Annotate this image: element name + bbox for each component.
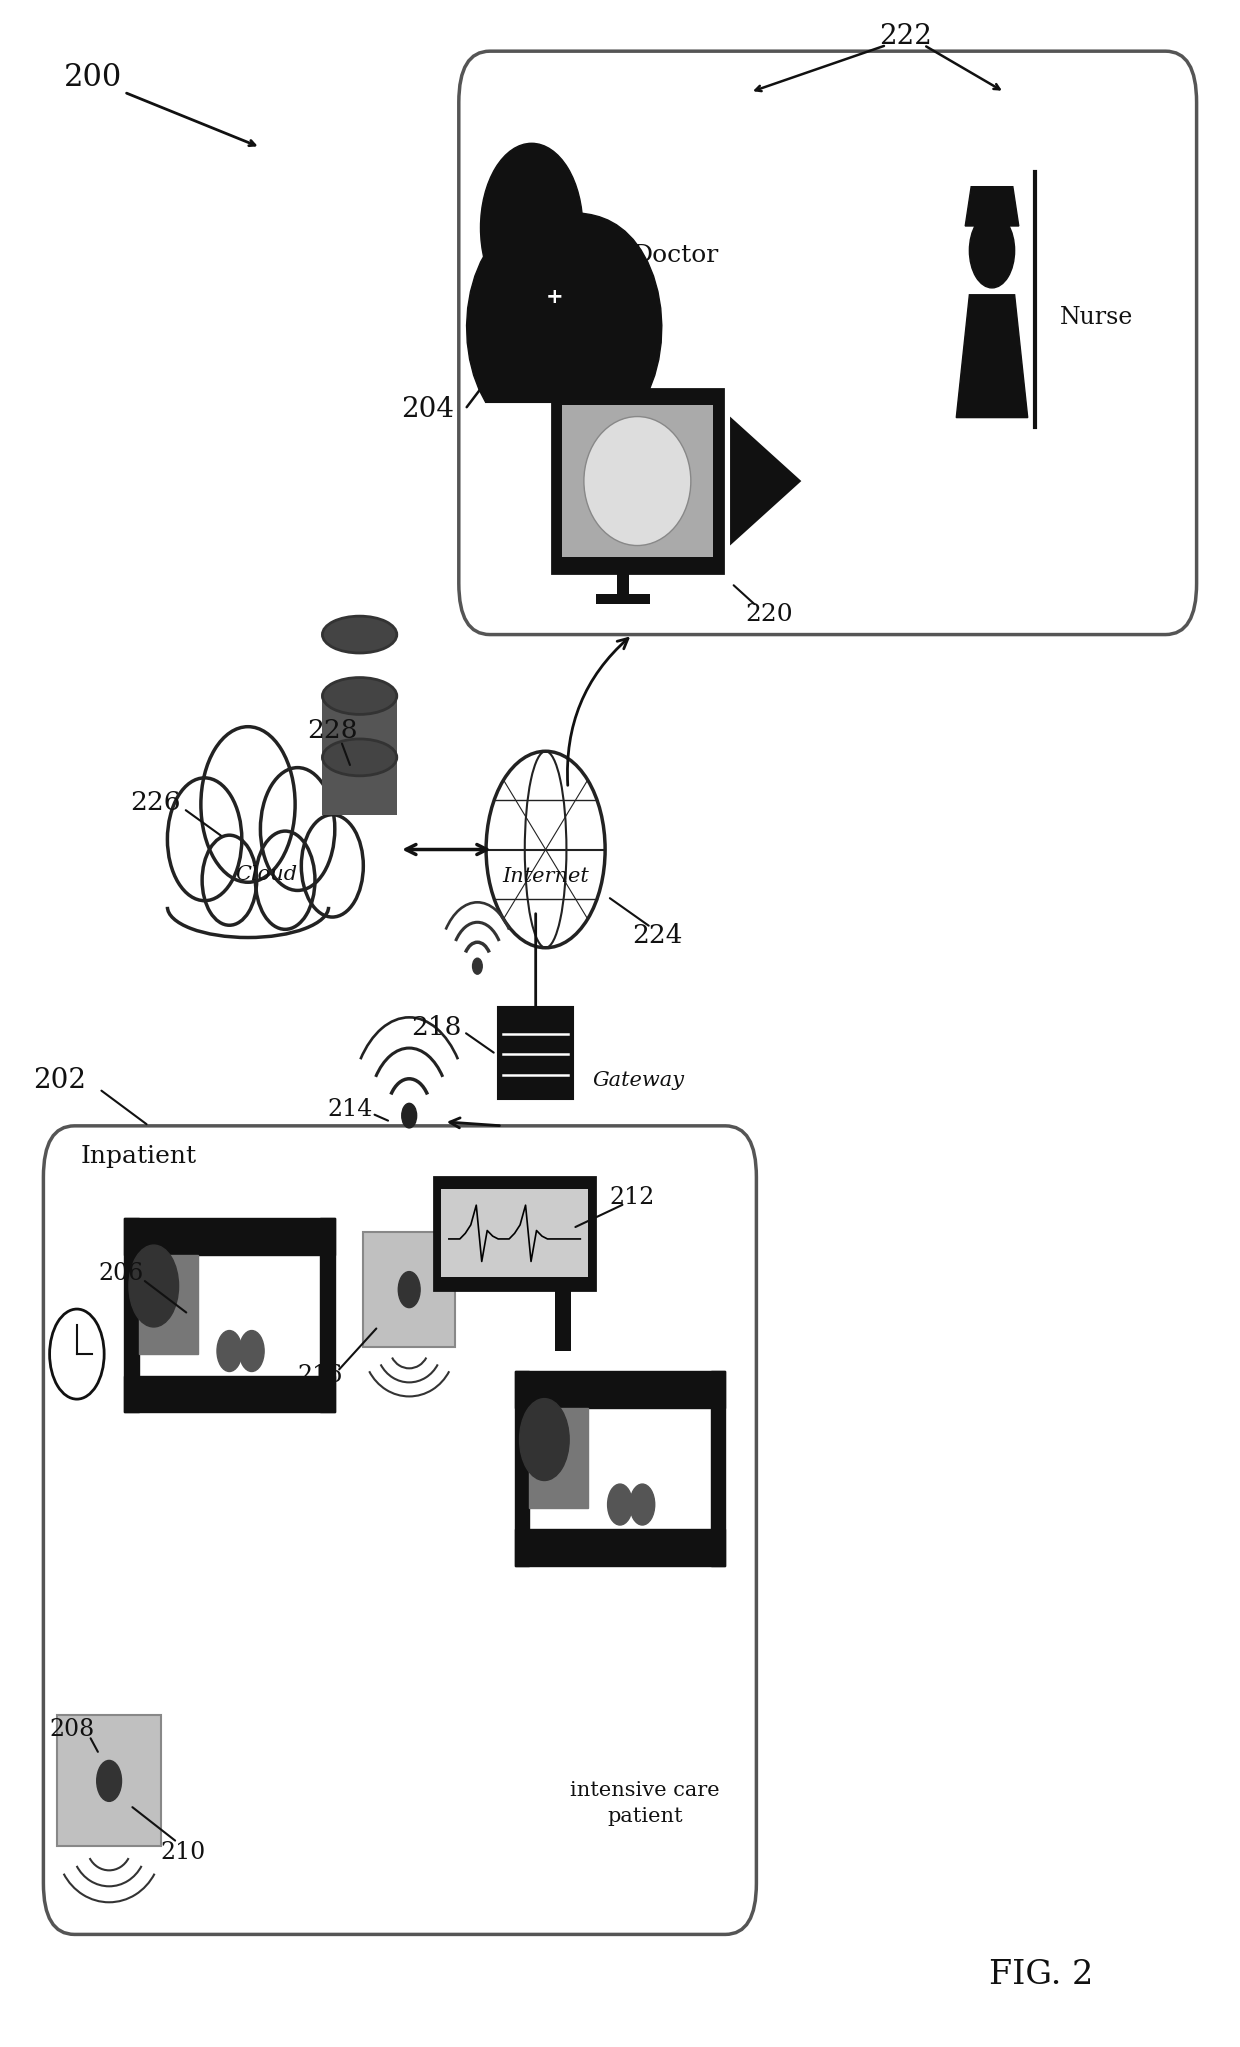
Circle shape xyxy=(97,1760,122,1801)
Circle shape xyxy=(255,831,315,929)
Polygon shape xyxy=(57,1715,161,1846)
Polygon shape xyxy=(618,573,630,598)
Ellipse shape xyxy=(322,678,397,714)
Circle shape xyxy=(202,835,257,925)
Text: 224: 224 xyxy=(632,923,682,948)
Circle shape xyxy=(472,958,482,974)
Polygon shape xyxy=(363,1232,455,1347)
Text: 200: 200 xyxy=(64,61,122,94)
Circle shape xyxy=(129,1245,179,1326)
Circle shape xyxy=(520,1398,569,1480)
Circle shape xyxy=(239,1331,264,1371)
Text: 206: 206 xyxy=(99,1261,144,1286)
Text: 226: 226 xyxy=(130,790,180,815)
Circle shape xyxy=(402,1103,417,1128)
Text: 208: 208 xyxy=(50,1717,94,1742)
Circle shape xyxy=(398,1271,420,1308)
Polygon shape xyxy=(466,213,662,403)
Polygon shape xyxy=(711,1371,725,1566)
Circle shape xyxy=(630,1484,655,1525)
Text: 210: 210 xyxy=(161,1840,206,1865)
Circle shape xyxy=(481,143,583,313)
Text: 220: 220 xyxy=(745,602,792,626)
Circle shape xyxy=(50,1310,104,1400)
Polygon shape xyxy=(956,295,1028,418)
Ellipse shape xyxy=(322,739,397,776)
Text: FIG. 2: FIG. 2 xyxy=(990,1959,1094,1992)
Polygon shape xyxy=(322,753,397,815)
Text: 222: 222 xyxy=(879,23,931,51)
Text: +: + xyxy=(546,287,564,307)
Text: Inpatient: Inpatient xyxy=(81,1144,197,1169)
Polygon shape xyxy=(139,1255,198,1355)
Polygon shape xyxy=(441,1189,588,1277)
Polygon shape xyxy=(730,418,801,547)
Text: Cloud: Cloud xyxy=(236,864,298,884)
Text: intensive care
patient: intensive care patient xyxy=(570,1781,719,1826)
Text: 214: 214 xyxy=(327,1097,372,1122)
Circle shape xyxy=(970,213,1014,289)
Circle shape xyxy=(260,768,335,890)
Text: 202: 202 xyxy=(33,1066,86,1095)
Polygon shape xyxy=(552,389,723,573)
Polygon shape xyxy=(320,1218,335,1412)
Text: 228: 228 xyxy=(308,718,357,743)
Circle shape xyxy=(486,751,605,948)
Ellipse shape xyxy=(322,616,397,653)
Polygon shape xyxy=(556,1290,570,1351)
Polygon shape xyxy=(529,1408,588,1507)
Polygon shape xyxy=(124,1376,335,1412)
Circle shape xyxy=(608,1484,632,1525)
Text: Gateway: Gateway xyxy=(593,1071,684,1091)
Text: 212: 212 xyxy=(610,1185,655,1210)
Polygon shape xyxy=(498,1007,573,1099)
Ellipse shape xyxy=(584,418,691,547)
Polygon shape xyxy=(965,186,1019,225)
Polygon shape xyxy=(515,1371,725,1408)
Polygon shape xyxy=(171,839,362,907)
Circle shape xyxy=(301,815,363,917)
Polygon shape xyxy=(434,1177,595,1290)
Polygon shape xyxy=(515,1529,725,1566)
Polygon shape xyxy=(515,1371,529,1566)
Text: 216: 216 xyxy=(298,1363,342,1388)
Polygon shape xyxy=(124,1218,335,1255)
Polygon shape xyxy=(596,594,651,604)
Circle shape xyxy=(201,727,295,882)
Text: 204: 204 xyxy=(402,395,454,424)
Circle shape xyxy=(167,778,242,901)
Text: Doctor: Doctor xyxy=(632,244,719,268)
Text: Nurse: Nurse xyxy=(1060,305,1133,330)
Text: Internet: Internet xyxy=(502,866,589,886)
Polygon shape xyxy=(562,405,713,557)
Text: 218: 218 xyxy=(412,1015,461,1040)
Circle shape xyxy=(217,1331,242,1371)
Polygon shape xyxy=(124,1218,139,1412)
Polygon shape xyxy=(322,692,397,753)
